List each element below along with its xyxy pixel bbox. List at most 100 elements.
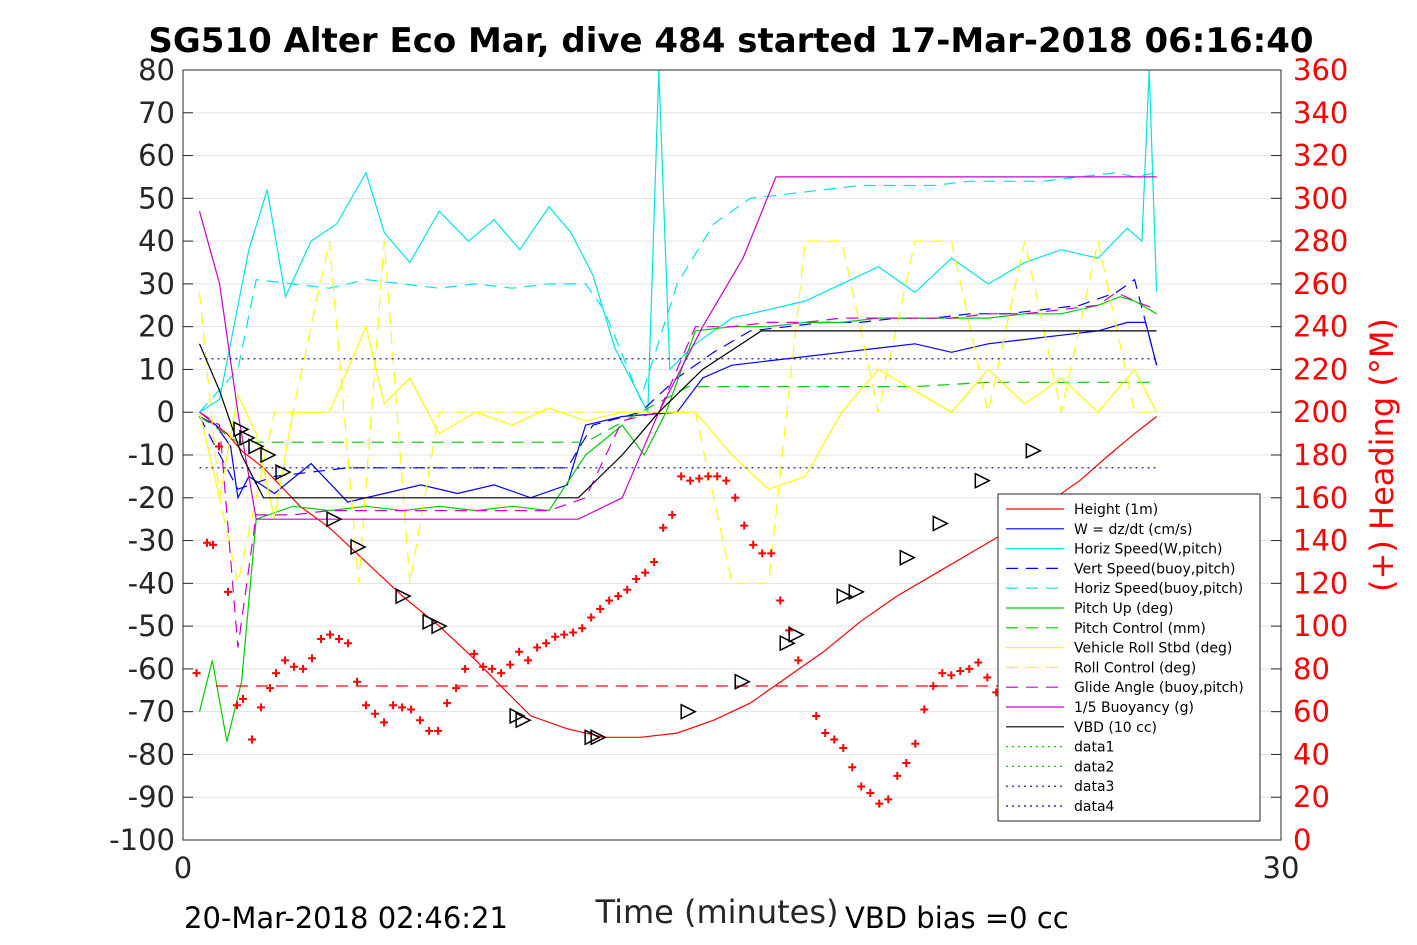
heading-point [695, 474, 704, 483]
heading-point [929, 682, 938, 690]
heading-point [722, 476, 731, 485]
y-tick-label: -40 [128, 566, 175, 600]
heading-point [758, 549, 767, 558]
heading-point [497, 669, 506, 678]
heading-point [974, 658, 983, 667]
legend: Height (1m) W = dz/dt (cm/s) Horiz Speed(W… [997, 493, 1261, 822]
triangle-marker [260, 446, 277, 464]
heading-point [812, 711, 821, 720]
triangle-marker [848, 583, 865, 601]
heading-point [389, 701, 398, 710]
heading-point [749, 540, 758, 549]
heading-point [983, 673, 992, 682]
heading-point [239, 694, 248, 703]
heading-point [560, 630, 569, 639]
heading-point [407, 705, 416, 714]
y2-tick-label: 140 [1293, 524, 1348, 558]
heading-point [308, 654, 317, 663]
heading-point [344, 639, 353, 648]
y-tick-label: -80 [128, 737, 175, 771]
legend-label: 1/5 Buoyancy (g) [1074, 700, 1194, 716]
x-tick-label: 30 [1263, 851, 1300, 885]
triangle-marker [788, 626, 805, 643]
heading-point [704, 472, 713, 481]
y-tick-label: -70 [128, 695, 175, 729]
heading-point [416, 716, 425, 725]
y2-tick-label: 60 [1293, 695, 1330, 729]
y-tick-label: 50 [138, 181, 175, 215]
series-line-glide [199, 291, 1157, 648]
right-axis-label: (+) Heading (°M) [1363, 318, 1401, 592]
legend-label: W = dz/dt (cm/s) [1074, 522, 1193, 538]
y2-tick-label: 280 [1293, 224, 1348, 258]
triangle-marker [734, 673, 751, 690]
triangle-marker [590, 729, 607, 746]
heading-point [533, 643, 542, 652]
heading-point [326, 630, 335, 639]
heading-point [488, 664, 497, 673]
y2-tick-label: 40 [1293, 737, 1330, 771]
legend-label: Height (1m) [1074, 502, 1158, 518]
heading-point [911, 739, 920, 748]
heading-point [821, 729, 830, 738]
heading-point [542, 639, 551, 648]
triangle-marker [509, 707, 526, 725]
series-line-roll_ctrl [198, 240, 1157, 584]
footer-vbd-bias: VBD bias =0 cc [845, 901, 1069, 935]
triangle-marker [1025, 442, 1043, 459]
legend-label: Roll Control (deg) [1074, 660, 1196, 676]
heading-point [623, 585, 632, 594]
heading-point [192, 669, 201, 678]
heading-point [290, 662, 299, 671]
y2-tick-label: 100 [1293, 609, 1348, 643]
series-line-pitch_ctrl [199, 381, 1157, 443]
heading-point [506, 660, 515, 669]
left-axis-ticks: 80 70 60 50 40 30 20 10 0 -10 -20 -30 -40 -50 -60 -70 -8… [109, 53, 193, 857]
y-tick-label: -30 [128, 524, 175, 558]
y-tick-label: -90 [128, 780, 175, 814]
heading-point [920, 705, 929, 714]
legend-label: Vehicle Roll Stbd (deg) [1074, 641, 1232, 657]
triangle-marker [248, 438, 265, 455]
y2-tick-label: 180 [1293, 438, 1348, 472]
heading-point [686, 476, 695, 485]
heading-point [362, 701, 371, 710]
heading-point [587, 613, 596, 622]
triangle-marker [326, 510, 343, 528]
heading-point [650, 557, 659, 566]
y2-tick-label: 120 [1293, 566, 1348, 600]
heading-point [893, 771, 902, 780]
heading-point [551, 632, 560, 641]
y2-tick-label: 80 [1293, 652, 1330, 686]
heading-point [713, 472, 722, 481]
legend-label: Pitch Control (mm) [1074, 621, 1206, 637]
heading-point [479, 662, 488, 671]
series-line-buoyancy [198, 176, 1157, 520]
y-tick-label: 40 [138, 224, 175, 258]
heading-point [605, 596, 614, 605]
y-tick-label: 20 [138, 310, 175, 344]
legend-label: Pitch Up (deg) [1074, 601, 1173, 617]
y2-tick-label: 200 [1293, 395, 1348, 429]
triangle-marker [836, 587, 853, 605]
triangle-marker [233, 421, 250, 438]
triangle-markers [233, 421, 1043, 746]
triangle-marker [584, 729, 601, 746]
heading-point [848, 763, 857, 772]
heading-point [884, 795, 893, 804]
heading-point [266, 684, 275, 693]
triangle-marker [395, 587, 412, 605]
heading-point [839, 744, 848, 753]
series-line-vert_buoy [198, 278, 1158, 490]
x-axis-label: Time (minutes) [595, 893, 839, 931]
y2-tick-label: 240 [1293, 310, 1348, 344]
heading-point [335, 634, 344, 643]
heading-point [281, 656, 290, 665]
heading-point [794, 656, 803, 665]
triangle-marker [680, 703, 697, 720]
triangle-marker [431, 617, 448, 635]
y2-tick-label: 260 [1293, 267, 1348, 301]
heading-point [875, 799, 884, 808]
triangle-marker [422, 613, 439, 631]
